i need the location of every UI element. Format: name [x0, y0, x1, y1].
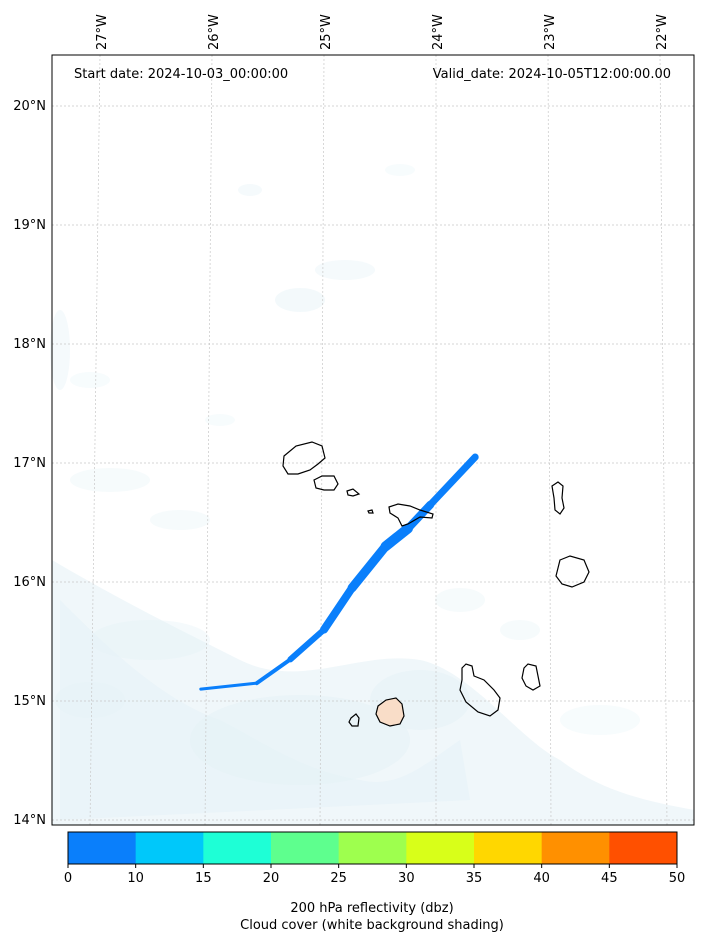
colorbar-segment [609, 832, 678, 864]
reflectivity-segment [426, 453, 479, 509]
lon-label-26w: 26°W [207, 14, 222, 50]
map-background [52, 55, 694, 825]
colorbar-segment [541, 832, 610, 864]
reflectivity-segment [380, 523, 413, 552]
reflectivity-segment [199, 681, 259, 691]
lon-label-22w: 22°W [655, 14, 670, 50]
colorbar-segment [338, 832, 407, 864]
islands [282, 441, 590, 727]
colorbar-label-sub: Cloud cover (white background shading) [240, 918, 504, 933]
start-date-text: Start date: 2024-10-03_00:00:00 [74, 67, 288, 82]
colorbar-segment [203, 832, 272, 864]
meridian-27w [89, 54, 101, 826]
cloud-cover-shading [50, 164, 694, 825]
lat-label-15n: 15°N [13, 694, 46, 709]
meridian-26w [204, 54, 213, 826]
island-boa-vista [555, 555, 590, 588]
meridian-23w [547, 54, 552, 826]
reflectivity-layer [199, 453, 479, 691]
reflectivity-segment [347, 541, 391, 593]
longitude-labels: 27°W 26°W 25°W 24°W 23°W 22°W [95, 14, 670, 50]
lat-label-19n: 19°N [13, 218, 46, 233]
graticule [52, 54, 694, 826]
map-frame [51, 54, 695, 826]
lat-label-14n: 14°N [13, 813, 46, 828]
island-fogo [375, 697, 405, 727]
colorbar-segment [474, 832, 543, 864]
lat-label-16n: 16°N [13, 575, 46, 590]
meridian-22w [659, 54, 668, 826]
colorbar-segments [68, 832, 678, 864]
meridian-25w [319, 54, 325, 826]
lon-label-24w: 24°W [431, 14, 446, 50]
colorbar-tick-label: 30 [398, 871, 415, 886]
reflectivity-segment [254, 657, 293, 686]
lat-label-18n: 18°N [13, 337, 46, 352]
island-santa-luzia [346, 488, 361, 497]
island-branco [367, 509, 374, 514]
colorbar: 0 10 15 20 25 30 35 40 45 50 200 hPa reflectivity… [64, 831, 685, 933]
map-panel [50, 54, 695, 826]
island-sao-vicente [313, 475, 339, 491]
island-brava [348, 713, 360, 727]
colorbar-tick-label: 40 [533, 871, 550, 886]
colorbar-tick-label: 15 [195, 871, 212, 886]
lat-label-17n: 17°N [13, 456, 46, 471]
colorbar-segment [271, 832, 340, 864]
colorbar-tick-label: 10 [127, 871, 144, 886]
reflectivity-segment [320, 583, 356, 634]
lon-label-23w: 23°W [543, 14, 558, 50]
valid-date-text: Valid_date: 2024-10-05T12:00:00.00 [433, 67, 671, 82]
island-maio [521, 663, 541, 691]
lon-label-25w: 25°W [319, 14, 334, 50]
lon-label-27w: 27°W [95, 14, 110, 50]
colorbar-tick-label: 20 [263, 871, 280, 886]
lat-label-20n: 20°N [13, 99, 46, 114]
colorbar-ticks: 0 10 15 20 25 30 35 40 45 50 [64, 864, 685, 886]
colorbar-tick-label: 0 [64, 871, 72, 886]
reflectivity-segment [287, 626, 327, 663]
colorbar-segment [406, 832, 475, 864]
island-sao-nicolau [388, 503, 434, 527]
colorbar-tick-label: 45 [601, 871, 618, 886]
colorbar-segment [68, 832, 137, 864]
latitude-labels: 20°N 19°N 18°N 17°N 16°N 15°N 14°N [13, 99, 46, 828]
colorbar-outline [67, 831, 678, 865]
colorbar-tick-label: 50 [669, 871, 686, 886]
reflectivity-segment [404, 500, 435, 533]
colorbar-segment [135, 832, 204, 864]
island-sal [551, 481, 565, 515]
island-santiago [459, 663, 501, 717]
island-santo-antao [282, 441, 326, 475]
colorbar-tick-label: 25 [330, 871, 347, 886]
colorbar-tick-label: 35 [466, 871, 483, 886]
colorbar-label-main: 200 hPa reflectivity (dbz) [290, 901, 453, 916]
